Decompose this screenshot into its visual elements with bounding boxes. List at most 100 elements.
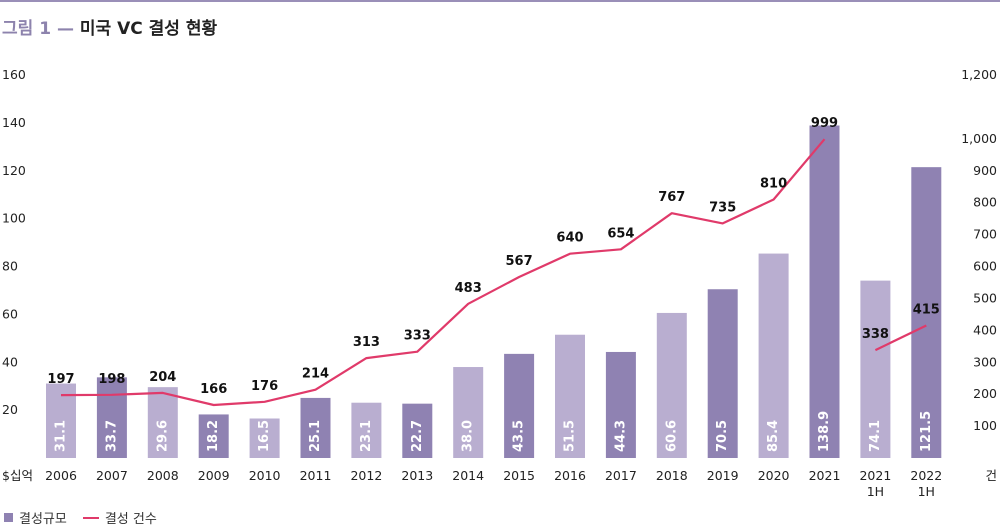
y-left-tick-4: 100 xyxy=(2,211,26,226)
x-tick-label-1: 2007 xyxy=(96,468,128,483)
x-tick-label-13: 2019 xyxy=(707,468,739,483)
bar-15 xyxy=(809,125,840,459)
line-value-label-6: 313 xyxy=(353,335,380,350)
y-left-tick-0: 20 xyxy=(2,402,18,417)
x-tick-label-8: 2014 xyxy=(452,468,484,483)
bar-value-label-16: 74.1 xyxy=(868,420,883,452)
chart-title: 그림 1 — 미국 VC 결성 현황 xyxy=(2,14,217,39)
bar-value-label-2: 29.6 xyxy=(155,420,170,452)
title-text: 미국 VC 결성 현황 xyxy=(79,19,218,39)
bar-value-label-0: 31.1 xyxy=(54,420,69,452)
bar-11 xyxy=(605,351,636,458)
line-value-label-7: 333 xyxy=(404,329,431,344)
line-value-label-14: 810 xyxy=(760,176,787,191)
x-tick-label-0: 2006 xyxy=(45,468,77,483)
x-tick-label-9: 2015 xyxy=(503,468,535,483)
x-tick-label-16-line2: 1H xyxy=(867,484,884,499)
y-right-tick-3: 400 xyxy=(973,322,997,337)
bar-value-label-14: 85.4 xyxy=(766,420,781,452)
legend-line-swatch xyxy=(82,516,99,519)
bar-value-label-1: 33.7 xyxy=(104,420,119,452)
bar-value-label-17: 121.5 xyxy=(919,411,934,452)
bar-1 xyxy=(96,377,127,458)
x-tick-label-12: 2018 xyxy=(656,468,688,483)
y-left-tick-2: 60 xyxy=(2,306,18,321)
bar-8 xyxy=(453,367,484,458)
x-tick-label-17-line2: 1H xyxy=(918,484,935,499)
y-right-unit-label: 건 xyxy=(985,468,997,483)
axis-layer: 2006 2007 2008 2009 2010 2011 2012 2013 2014 2015… xyxy=(2,67,997,499)
line-layer: 197 198 204 166 176 214 313 333 483 567 640 654 767 7… xyxy=(47,116,940,407)
bar-value-label-11: 44.3 xyxy=(613,420,628,452)
y-right-tick-4: 500 xyxy=(973,290,997,305)
bar-3 xyxy=(198,414,229,458)
bar-value-label-8: 38.0 xyxy=(461,420,476,452)
line-value-label-8: 483 xyxy=(455,281,482,296)
figure-label: 그림 1 — xyxy=(2,19,74,39)
x-tick-label-3: 2009 xyxy=(198,468,230,483)
bar-value-label-10: 51.5 xyxy=(563,420,578,452)
line-value-label-15: 999 xyxy=(811,116,838,131)
y-left-tick-6: 140 xyxy=(2,115,26,130)
line-value-label-11: 654 xyxy=(607,226,634,241)
line-value-label-17: 415 xyxy=(913,303,940,318)
bar-7 xyxy=(402,403,433,458)
y-right-tick-10: 1,200 xyxy=(961,67,997,82)
bar-16 xyxy=(860,280,891,458)
line-segment-1 xyxy=(874,324,927,352)
bar-14 xyxy=(758,253,789,458)
y-right-tick-1: 200 xyxy=(973,386,997,401)
bar-value-label-7: 22.7 xyxy=(410,420,425,452)
y-right-tick-5: 600 xyxy=(973,259,997,274)
line-value-label-10: 640 xyxy=(556,231,583,246)
line-value-label-12: 767 xyxy=(658,190,685,205)
line-value-label-0: 197 xyxy=(47,372,74,387)
legend: 결성규모 결성 건수 xyxy=(4,508,157,527)
bar-value-label-12: 60.6 xyxy=(664,420,679,452)
legend-bar-swatch xyxy=(4,513,13,522)
bar-4 xyxy=(249,418,280,458)
bar-6 xyxy=(351,402,382,458)
line-value-label-5: 214 xyxy=(302,367,329,382)
y-right-tick-7: 800 xyxy=(973,195,997,210)
legend-item-bars: 결성규모 xyxy=(19,512,67,527)
x-tick-label-10: 2016 xyxy=(554,468,586,483)
x-tick-label-14: 2020 xyxy=(758,468,790,483)
bar-5 xyxy=(300,397,331,458)
bar-value-label-4: 16.5 xyxy=(257,420,272,452)
line-value-label-1: 198 xyxy=(98,372,125,387)
y-left-tick-3: 80 xyxy=(2,259,18,274)
bar-13 xyxy=(707,289,738,458)
y-left-unit-label: $십억 xyxy=(2,468,33,483)
x-tick-label-5: 2011 xyxy=(300,468,332,483)
bar-value-label-3: 18.2 xyxy=(206,420,221,452)
bar-value-label-5: 25.1 xyxy=(308,420,323,452)
x-tick-label-6: 2012 xyxy=(350,468,382,483)
line-value-label-16: 338 xyxy=(862,327,889,342)
line-value-label-9: 567 xyxy=(506,254,533,269)
x-tick-label-2: 2008 xyxy=(147,468,179,483)
legend-item-line: 결성 건수 xyxy=(104,512,157,527)
bar-17 xyxy=(911,167,942,459)
line-value-label-3: 166 xyxy=(200,382,227,397)
y-right-tick-0: 100 xyxy=(973,418,997,433)
y-left-tick-7: 160 xyxy=(2,67,26,82)
x-tick-label-17: 2022 xyxy=(910,468,942,483)
x-tick-label-16: 2021 xyxy=(859,468,891,483)
bar-9 xyxy=(504,353,535,458)
line-value-label-4: 176 xyxy=(251,379,278,394)
y-right-tick-9: 1,000 xyxy=(961,131,997,146)
y-right-tick-2: 300 xyxy=(973,354,997,369)
line-segment-0 xyxy=(60,138,826,407)
y-right-tick-6: 700 xyxy=(973,227,997,242)
y-left-tick-1: 40 xyxy=(2,354,18,369)
x-tick-label-15: 2021 xyxy=(809,468,841,483)
x-tick-label-4: 2010 xyxy=(249,468,281,483)
y-right-tick-8: 900 xyxy=(973,163,997,178)
bar-value-label-6: 23.1 xyxy=(359,420,374,452)
bar-value-label-15: 138.9 xyxy=(817,411,832,452)
line-value-label-2: 204 xyxy=(149,370,176,385)
bar-value-label-9: 43.5 xyxy=(512,420,527,452)
line-value-label-13: 735 xyxy=(709,200,736,215)
